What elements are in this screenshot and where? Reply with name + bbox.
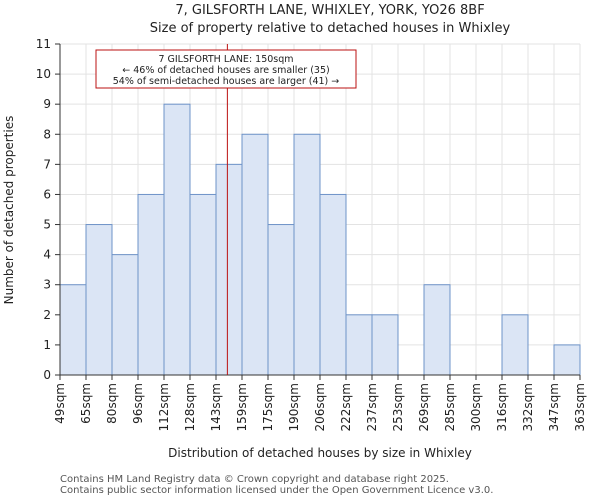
x-tick-label: 206sqm [313, 383, 327, 431]
x-tick-label: 175sqm [261, 383, 275, 431]
x-tick-label: 363sqm [573, 383, 587, 431]
x-tick-label: 49sqm [53, 383, 67, 424]
bar-49sqm [59, 284, 87, 376]
bar-159sqm [241, 133, 269, 376]
y-tick-label: 3 [43, 278, 51, 292]
annotation-line3: 54% of semi-detached houses are larger (… [113, 76, 340, 87]
bar-206sqm [319, 193, 347, 376]
y-tick-label: 11 [36, 37, 51, 51]
x-tick-label: 222sqm [339, 383, 353, 431]
x-tick-label: 159sqm [235, 383, 249, 431]
bar-143sqm [215, 163, 243, 376]
x-tick-label: 237sqm [365, 383, 379, 431]
bar-175sqm [267, 224, 295, 376]
bar-222sqm [345, 314, 373, 376]
bar-112sqm [163, 103, 191, 376]
bar-128sqm [189, 193, 217, 376]
y-tick-label: 6 [43, 187, 51, 201]
y-axis-label: Number of detached properties [2, 116, 16, 305]
annotation-line2: ← 46% of detached houses are smaller (35… [122, 65, 329, 76]
bar-316sqm [501, 314, 529, 376]
y-tick-label: 9 [43, 97, 51, 111]
y-tick-label: 1 [43, 338, 51, 352]
x-tick-label: 128sqm [183, 383, 197, 431]
x-tick-label: 285sqm [443, 383, 457, 431]
x-tick-label: 347sqm [547, 383, 561, 431]
chart-title-line2: Size of property relative to detached ho… [150, 21, 511, 36]
x-tick-label: 253sqm [391, 383, 405, 431]
x-tick-label: 300sqm [469, 383, 483, 431]
y-tick-label: 8 [43, 127, 51, 141]
x-tick-label: 269sqm [417, 383, 431, 431]
chart-title-line1: 7, GILSFORTH LANE, WHIXLEY, YORK, YO26 8… [175, 3, 484, 18]
bar-96sqm [137, 193, 165, 376]
footer-line1: Contains HM Land Registry data © Crown c… [60, 474, 449, 485]
x-tick-label: 96sqm [131, 383, 145, 424]
y-tick-label: 4 [43, 248, 51, 262]
bar-65sqm [85, 224, 113, 376]
bar-269sqm [423, 284, 451, 376]
x-tick-label: 190sqm [287, 383, 301, 431]
bar-80sqm [111, 254, 139, 376]
x-tick-label: 80sqm [105, 383, 119, 424]
x-tick-label: 143sqm [209, 383, 223, 431]
y-tick-label: 0 [43, 368, 51, 382]
bar-237sqm [371, 314, 399, 376]
footer-line2: Contains public sector information licen… [60, 485, 494, 496]
x-axis-label: Distribution of detached houses by size … [168, 446, 472, 460]
y-tick-label: 2 [43, 308, 51, 322]
chart: 7, GILSFORTH LANE, WHIXLEY, YORK, YO26 8… [2, 3, 587, 460]
annotation-line1: 7 GILSFORTH LANE: 150sqm [158, 54, 293, 65]
y-tick-label: 5 [43, 218, 51, 232]
x-tick-label: 112sqm [157, 383, 171, 431]
x-tick-label: 65sqm [79, 383, 93, 424]
y-tick-label: 10 [36, 67, 51, 81]
x-tick-label: 332sqm [521, 383, 535, 431]
y-tick-label: 7 [43, 157, 51, 171]
x-tick-label: 316sqm [495, 383, 509, 431]
bar-190sqm [293, 133, 321, 376]
annotation-box [95, 49, 357, 89]
bar-347sqm [553, 344, 581, 376]
